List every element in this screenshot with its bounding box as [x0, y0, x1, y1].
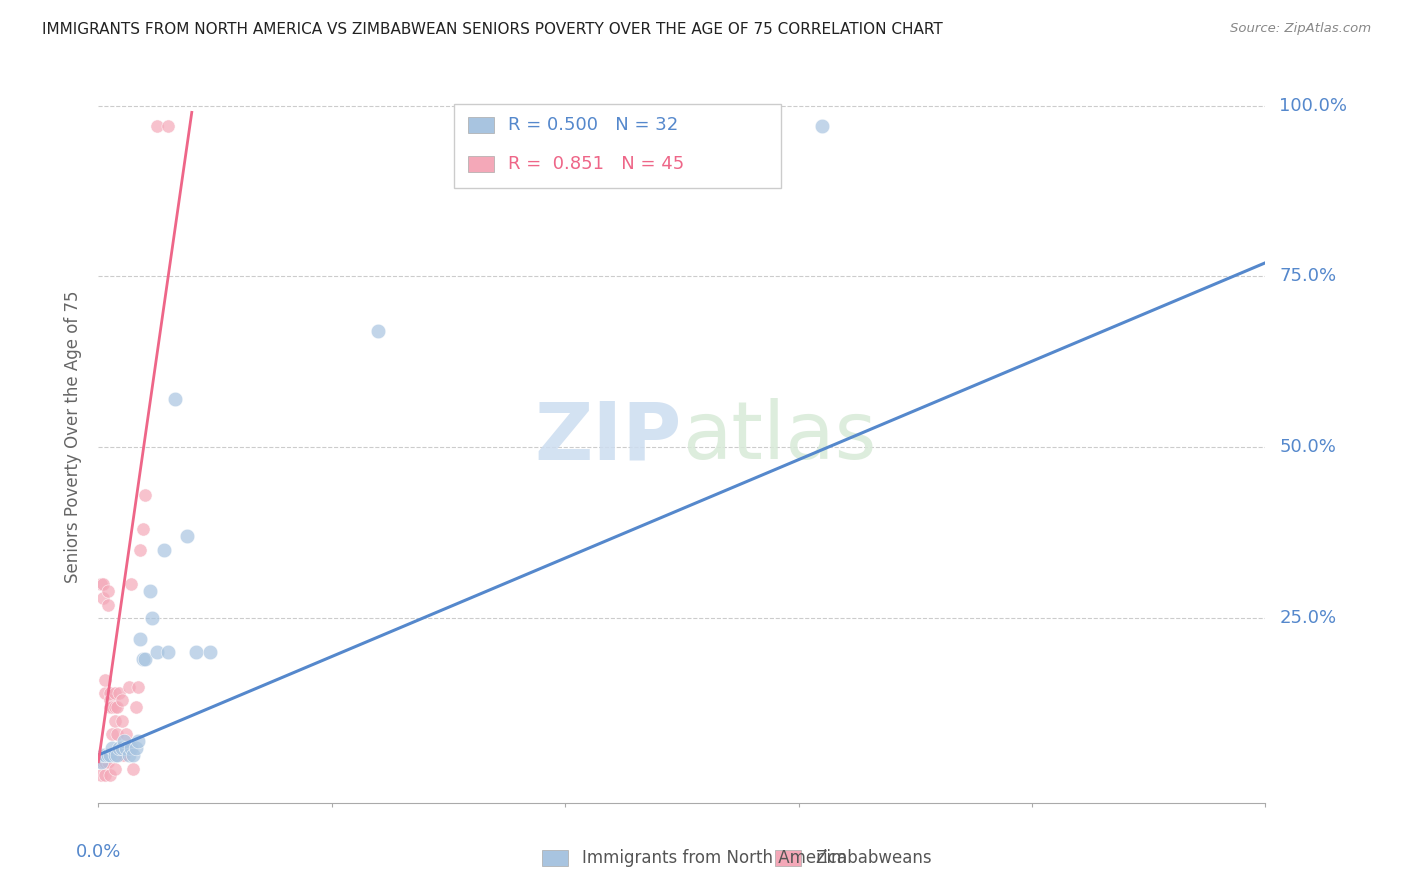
Text: Immigrants from North America: Immigrants from North America — [582, 848, 846, 867]
Point — [97, 755, 120, 769]
Point — [91, 755, 114, 769]
Point — [118, 680, 141, 694]
FancyBboxPatch shape — [468, 117, 494, 133]
Point — [127, 734, 149, 748]
Point — [125, 741, 148, 756]
Point — [141, 611, 163, 625]
Point — [111, 747, 134, 762]
Point — [139, 583, 162, 598]
Point — [94, 768, 117, 782]
Point — [146, 119, 169, 133]
Point — [108, 686, 131, 700]
Point — [104, 686, 127, 700]
Text: ZIP: ZIP — [534, 398, 682, 476]
Point — [98, 700, 121, 714]
Point — [146, 645, 169, 659]
Point — [108, 747, 131, 762]
Point — [165, 392, 187, 407]
Point — [94, 755, 117, 769]
Point — [125, 700, 148, 714]
Point — [108, 741, 131, 756]
Point — [132, 652, 155, 666]
Point — [98, 693, 121, 707]
Point — [186, 645, 208, 659]
Text: 0.0%: 0.0% — [76, 843, 121, 861]
Text: 50.0%: 50.0% — [1279, 438, 1336, 457]
Point — [367, 324, 389, 338]
Point — [811, 119, 834, 133]
Text: Zimbabweans: Zimbabweans — [815, 848, 932, 867]
Point — [111, 741, 134, 756]
Text: atlas: atlas — [682, 398, 876, 476]
Point — [105, 700, 128, 714]
Point — [111, 714, 134, 728]
Point — [91, 591, 114, 605]
Text: 75.0%: 75.0% — [1279, 268, 1337, 285]
Point — [104, 762, 127, 776]
Point — [127, 680, 149, 694]
Text: 25.0%: 25.0% — [1279, 609, 1337, 627]
Point — [741, 119, 763, 133]
Point — [120, 741, 142, 756]
Point — [122, 747, 145, 762]
Point — [112, 747, 135, 762]
Point — [97, 583, 120, 598]
Text: IMMIGRANTS FROM NORTH AMERICA VS ZIMBABWEAN SENIORS POVERTY OVER THE AGE OF 75 C: IMMIGRANTS FROM NORTH AMERICA VS ZIMBABW… — [42, 22, 943, 37]
Point — [200, 645, 222, 659]
Point — [105, 727, 128, 741]
Point — [101, 727, 124, 741]
Point — [111, 693, 134, 707]
FancyBboxPatch shape — [454, 104, 782, 188]
FancyBboxPatch shape — [541, 849, 568, 866]
Point — [122, 762, 145, 776]
FancyBboxPatch shape — [775, 849, 801, 866]
FancyBboxPatch shape — [468, 156, 494, 172]
Point — [94, 673, 117, 687]
Point — [98, 686, 121, 700]
Point — [104, 700, 127, 714]
Point — [105, 747, 128, 762]
Point — [90, 768, 112, 782]
Point — [104, 714, 127, 728]
Point — [91, 577, 114, 591]
Point — [98, 768, 121, 782]
Point — [176, 529, 198, 543]
Text: R = 0.500   N = 32: R = 0.500 N = 32 — [508, 116, 678, 134]
Point — [112, 734, 135, 748]
Point — [104, 747, 127, 762]
Point — [134, 652, 156, 666]
Point — [101, 747, 124, 762]
Point — [105, 747, 128, 762]
Point — [157, 119, 180, 133]
Point — [97, 598, 120, 612]
Point — [129, 632, 152, 646]
Point — [101, 700, 124, 714]
Point — [97, 747, 120, 762]
Point — [157, 645, 180, 659]
Point — [94, 747, 117, 762]
Text: Source: ZipAtlas.com: Source: ZipAtlas.com — [1230, 22, 1371, 36]
Point — [98, 747, 121, 762]
Point — [91, 747, 114, 762]
Point — [129, 542, 152, 557]
Point — [90, 755, 112, 769]
Point — [134, 488, 156, 502]
Y-axis label: Seniors Poverty Over the Age of 75: Seniors Poverty Over the Age of 75 — [65, 291, 83, 583]
Point — [118, 747, 141, 762]
Point — [152, 542, 174, 557]
Point — [115, 741, 138, 756]
Text: 100.0%: 100.0% — [1279, 96, 1347, 114]
Point — [120, 577, 142, 591]
Point — [97, 747, 120, 762]
Text: R =  0.851   N = 45: R = 0.851 N = 45 — [508, 155, 685, 173]
Point — [101, 741, 124, 756]
Point — [90, 577, 112, 591]
Point — [90, 755, 112, 769]
Point — [115, 727, 138, 741]
Point — [132, 522, 155, 536]
Point — [94, 686, 117, 700]
